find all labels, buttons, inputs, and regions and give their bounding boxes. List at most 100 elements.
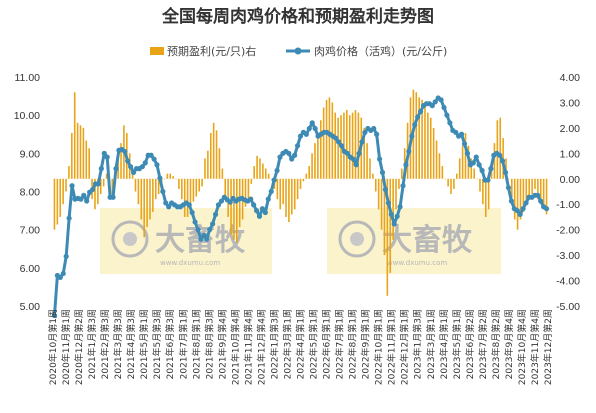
x-axis-tick-label: 2023年12月第2周 bbox=[542, 309, 554, 385]
profit-bar bbox=[366, 143, 368, 179]
price-point bbox=[104, 154, 110, 160]
price-point bbox=[160, 188, 166, 195]
price-point bbox=[309, 120, 315, 126]
left-axis-tick-label: 9.00 bbox=[20, 148, 41, 160]
price-point bbox=[130, 169, 137, 176]
legend: 预期盈利(元/只)右 肉鸡价格（活鸡）(元/公斤) bbox=[150, 44, 447, 58]
profit-bar bbox=[334, 112, 337, 179]
price-line-path bbox=[52, 96, 548, 316]
right-axis-tick-label: -3.00 bbox=[556, 250, 580, 262]
price-point bbox=[453, 129, 459, 135]
x-axis-tick-label: 2022年8月第1周 bbox=[347, 309, 359, 379]
profit-bar bbox=[244, 178, 247, 207]
price-point bbox=[409, 133, 415, 139]
profit-bar bbox=[528, 178, 530, 197]
price-point bbox=[274, 167, 280, 174]
profit-bar bbox=[487, 178, 490, 210]
price-point bbox=[286, 150, 292, 156]
legend-line-marker bbox=[294, 47, 302, 55]
price-point bbox=[406, 148, 412, 155]
right-axis-tick-label: 1.00 bbox=[560, 148, 581, 160]
price-point bbox=[78, 196, 84, 202]
profit-bar bbox=[314, 143, 316, 179]
profit-bar bbox=[59, 178, 62, 217]
price-point bbox=[517, 211, 523, 217]
price-point bbox=[344, 150, 350, 156]
price-point bbox=[251, 202, 257, 208]
profit-bar bbox=[513, 178, 516, 220]
x-axis-tick-label: 2021年8月第3周 bbox=[203, 309, 215, 379]
profit-bar bbox=[450, 178, 452, 195]
price-point bbox=[476, 162, 482, 168]
profit-bar bbox=[383, 178, 386, 256]
price-point bbox=[125, 158, 131, 164]
profit-bar bbox=[484, 178, 487, 217]
profit-bar bbox=[221, 168, 224, 179]
x-axis-tick-label: 2021年5月第1周 bbox=[138, 309, 150, 379]
x-axis-tick-label: 2020年12月第2周 bbox=[73, 309, 85, 385]
x-axis-tick-label: 2021年4月第3周 bbox=[125, 309, 137, 379]
price-point bbox=[394, 213, 400, 219]
price-point bbox=[148, 152, 154, 158]
x-axis-tick-label: 2023年4月第1周 bbox=[438, 309, 450, 379]
price-point bbox=[101, 150, 107, 156]
x-axis-tick-label: 2022年6月第1周 bbox=[321, 309, 333, 379]
profit-bar bbox=[97, 178, 99, 205]
price-point bbox=[51, 312, 58, 319]
price-point bbox=[265, 196, 271, 202]
price-point bbox=[479, 167, 485, 174]
profit-bar bbox=[441, 166, 444, 179]
price-point bbox=[502, 169, 509, 176]
profit-bar bbox=[224, 178, 227, 200]
profit-bar bbox=[293, 178, 296, 210]
profit-bar bbox=[354, 110, 357, 179]
price-point bbox=[458, 131, 465, 137]
profit-bar bbox=[496, 120, 499, 179]
price-point bbox=[69, 183, 75, 189]
profit-bar bbox=[198, 178, 200, 192]
profit-bar bbox=[291, 178, 293, 215]
profit-bar bbox=[374, 178, 377, 192]
profit-bar bbox=[111, 178, 114, 195]
right-axis-tick-label: -1.00 bbox=[556, 199, 580, 211]
price-point bbox=[403, 162, 409, 168]
price-point bbox=[543, 206, 550, 212]
price-point bbox=[333, 135, 339, 141]
price-point bbox=[385, 200, 391, 206]
price-point bbox=[66, 215, 72, 221]
profit-bar bbox=[438, 153, 441, 179]
profit-bar bbox=[71, 132, 73, 179]
x-axis-tick-label: 2021年2月第3周 bbox=[99, 309, 111, 379]
x-axis-tick-label: 2021年8月第1周 bbox=[190, 309, 202, 379]
profit-bar bbox=[215, 130, 218, 179]
x-axis-tick-label: 2023年10月第4周 bbox=[516, 309, 528, 385]
profit-bar bbox=[85, 140, 88, 179]
profit-bar bbox=[519, 178, 522, 220]
profit-bar bbox=[247, 178, 250, 200]
profit-bar bbox=[331, 102, 334, 179]
profit-bar bbox=[395, 178, 397, 210]
profit-bar bbox=[65, 178, 67, 192]
price-point bbox=[376, 156, 383, 162]
profit-bar bbox=[470, 158, 473, 179]
profit-bar bbox=[380, 178, 383, 230]
x-axis-tick-label: 2021年12月第4周 bbox=[255, 309, 267, 385]
profit-bar bbox=[429, 117, 432, 179]
profit-bar bbox=[99, 178, 102, 195]
profit-bar bbox=[134, 178, 137, 192]
profit-bar bbox=[348, 115, 351, 179]
price-point bbox=[63, 253, 69, 259]
profit-bar bbox=[253, 166, 255, 179]
price-point bbox=[57, 274, 63, 280]
profit-bar bbox=[189, 178, 192, 210]
price-point bbox=[248, 196, 254, 202]
profit-bar bbox=[542, 178, 545, 210]
profit-bar bbox=[493, 143, 496, 179]
left-axis-tick-label: 8.00 bbox=[20, 187, 41, 199]
profit-bar bbox=[522, 178, 525, 212]
profit-bar bbox=[201, 178, 203, 187]
profit-bar bbox=[76, 122, 79, 179]
profit-bar bbox=[299, 178, 302, 189]
x-axis-tick-label: 2022年5月第1周 bbox=[308, 309, 320, 379]
price-point bbox=[312, 125, 318, 132]
